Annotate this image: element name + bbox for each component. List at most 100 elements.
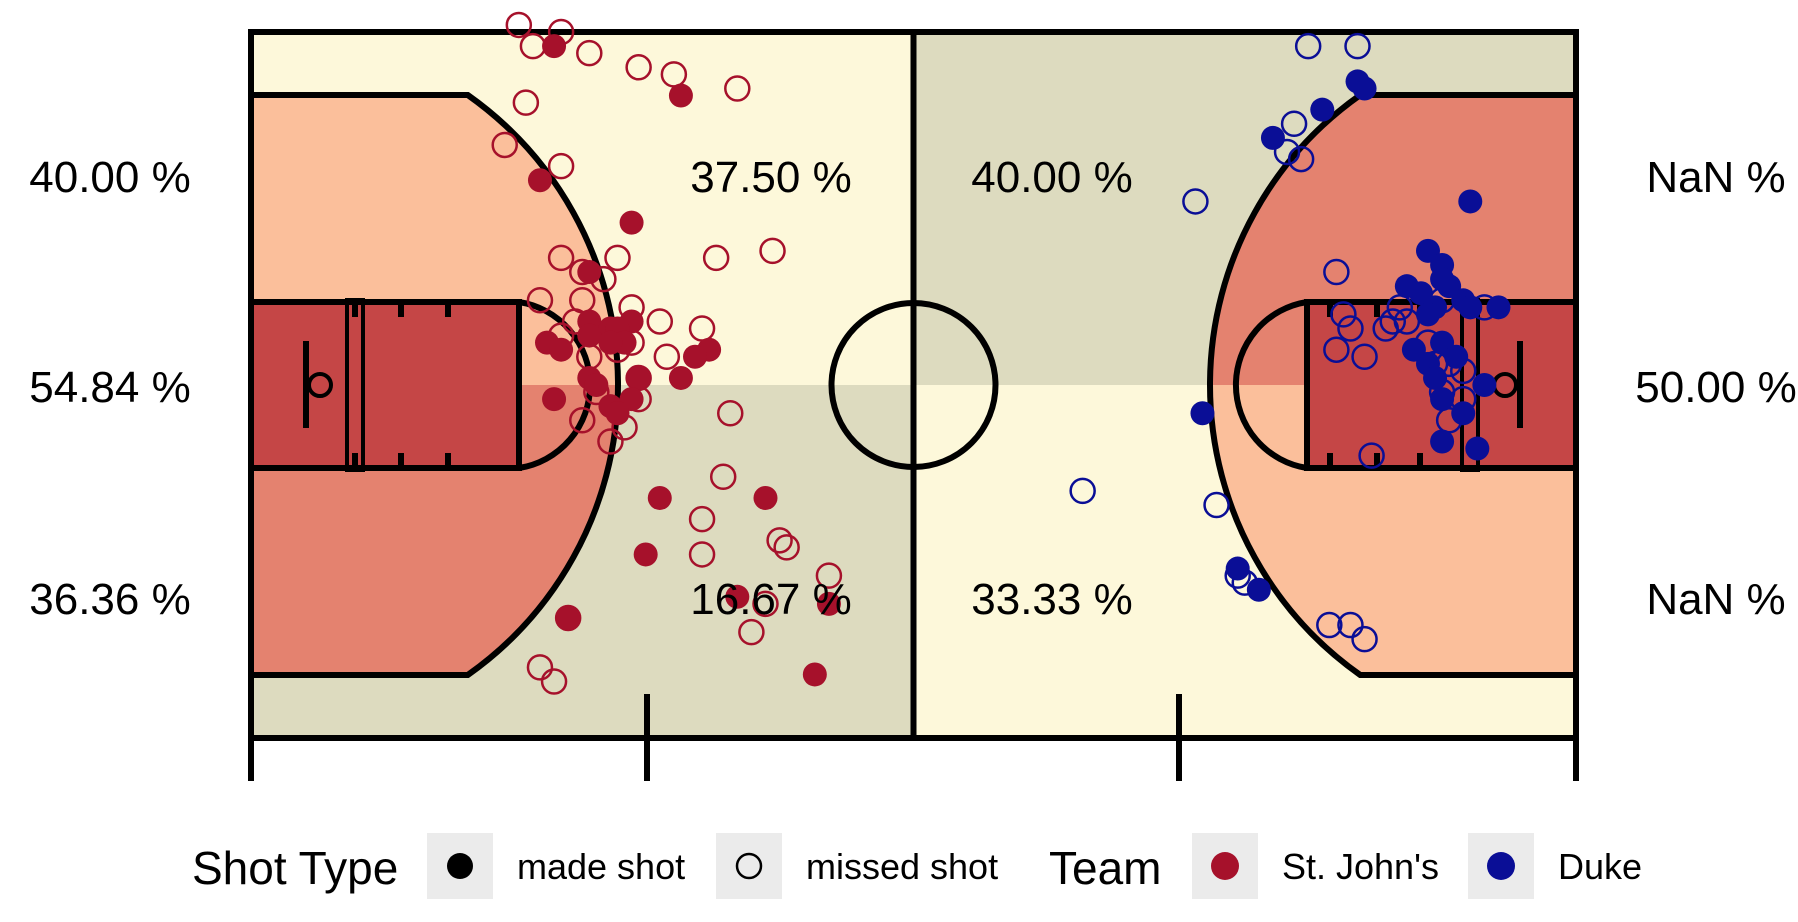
duke-made-shot-21 (1472, 373, 1497, 397)
st-johns-made-shot-25 (647, 485, 672, 510)
st-johns-made-shot-1 (668, 83, 693, 108)
right-three-point-line (1206, 92, 1576, 678)
duke-missed-shot-30 (1337, 611, 1364, 639)
legend-team-title: Team (1049, 842, 1161, 894)
duke-made-shot-15 (1486, 295, 1511, 320)
st-johns-made-shot-24 (753, 485, 778, 510)
left-bottom-mid-pct: 16.67 % (690, 575, 851, 624)
center-circle (828, 300, 999, 470)
duke-made-shot-25 (1465, 436, 1490, 461)
duke-missed-shot-12 (1330, 301, 1357, 328)
left-middle-paint-pct: 54.84 % (29, 363, 190, 412)
st-johns-missed-shot-7 (512, 89, 540, 116)
right-bottom-mid-pct: 33.33 % (971, 575, 1132, 624)
st-johns-made-shot-30 (802, 662, 827, 687)
duke-missed-shot-3 (1273, 138, 1301, 166)
legend-team2-label: Duke (1558, 846, 1642, 887)
legend-missed-key (716, 833, 782, 899)
duke-made-shot-24 (1430, 429, 1455, 454)
right-top-paint-pct: NaN % (1646, 153, 1785, 202)
st-johns-made-shot-28 (816, 591, 841, 616)
duke-made-shot-3 (1260, 125, 1285, 150)
st-johns-missed-shot-30 (717, 399, 744, 427)
duke-made-shot-28 (1246, 577, 1271, 602)
legend: Shot Type made shot missed shot Team St.… (192, 833, 1642, 899)
st-johns-missed-shot-44 (540, 668, 568, 695)
legend-shot-type-title: Shot Type (192, 842, 398, 894)
st-johns-made-shot-23 (605, 401, 630, 426)
duke-made-shot-14 (1415, 302, 1440, 327)
st-johns-made-shot-4 (577, 260, 602, 285)
left-lane-line (251, 299, 522, 471)
st-johns-missed-shot-6 (724, 75, 751, 102)
duke-made-shot-22 (1430, 387, 1455, 412)
duke-missed-shot-25 (1069, 477, 1096, 505)
duke-made-shot-23 (1451, 401, 1476, 426)
left-top-paint-pct: 40.00 % (29, 153, 190, 202)
st-johns-missed-shot-43 (526, 654, 554, 681)
st-johns-missed-shot-3 (576, 39, 603, 67)
duke-missed-shot-2 (1280, 110, 1308, 138)
left-block (345, 298, 365, 472)
duke-missed-shot-6 (1323, 258, 1350, 286)
duke-missed-shot-26 (1203, 491, 1230, 519)
st-johns-missed-shot-37 (773, 534, 800, 561)
duke-missed-shot-11 (1379, 308, 1407, 335)
left-top-mid-pct: 37.50 % (690, 153, 851, 202)
st-johns-made-shot-20 (542, 387, 567, 412)
st-johns-made-shot-27 (725, 584, 750, 609)
st-johns-missed-shot-8 (491, 131, 518, 159)
duke-missed-shot-31 (1351, 625, 1378, 653)
legend-missed-symbol (735, 852, 763, 880)
st-johns-made-shot-2 (527, 168, 552, 193)
st-johns-made-shot-26 (633, 542, 658, 567)
st-johns-missed-shot-13 (702, 244, 730, 272)
st-johns-missed-shot-4 (625, 54, 652, 81)
right-ft-upper-zone (1223, 302, 1307, 385)
duke-made-shot-17 (1444, 344, 1469, 369)
st-johns-missed-shot-42 (738, 618, 765, 646)
court-zones (251, 32, 1576, 738)
court-fill-group (251, 32, 1576, 738)
st-johns-missed-shot-0 (505, 11, 533, 39)
right-top-mid-pct: 40.00 % (971, 153, 1132, 202)
duke-made-shot-20 (1423, 365, 1448, 390)
st-johns-made-shot-9 (577, 323, 602, 348)
st-johns-made-shot-16 (668, 365, 693, 390)
left-three-point-line (251, 92, 621, 678)
left-lane-zone (251, 302, 519, 468)
zone-percent-labels: 40.00 % 37.50 % 54.84 % 36.36 % 16.67 % … (29, 153, 1796, 624)
right-ft-arc (1232, 299, 1308, 471)
right-middle-paint-pct: 50.00 % (1635, 363, 1796, 412)
st-johns-missed-shot-38 (688, 541, 716, 568)
legend-made-label: made shot (517, 846, 685, 887)
st-johns-missed-shot-40 (752, 590, 779, 618)
st-johns-missed-shot-20 (646, 308, 674, 335)
st-johns-missed-shot-34 (709, 463, 737, 491)
st-johns-missed-shot-11 (547, 244, 575, 272)
duke-made-shot-27 (1225, 556, 1250, 581)
st-johns-missed-shot-31 (569, 407, 596, 434)
st-johns-made-shot-3 (619, 210, 644, 235)
shot-points (491, 11, 1511, 695)
st-johns-made-shot-17 (626, 365, 651, 390)
left-ft-lower-zone (519, 385, 603, 468)
right-ft-lower-zone (1223, 385, 1307, 468)
st-johns-made-shot-0 (542, 34, 567, 59)
legend-team2-symbol (1487, 852, 1515, 880)
st-johns-made-shot-19 (584, 373, 609, 397)
duke-missed-shot-4 (1287, 145, 1315, 173)
st-johns-made-shot-13 (549, 337, 574, 362)
duke-missed-shot-5 (1182, 188, 1209, 215)
st-johns-missed-shot-36 (766, 527, 793, 554)
st-johns-made-shot-15 (683, 344, 708, 369)
legend-team1-symbol (1211, 852, 1239, 880)
duke-missed-shot-14 (1337, 315, 1364, 342)
st-johns-missed-shot-35 (688, 505, 716, 533)
duke-made-shot-26 (1190, 401, 1215, 426)
legend-missed-label: missed shot (806, 846, 998, 887)
duke-made-shot-2 (1310, 97, 1335, 122)
st-johns-missed-shot-33 (597, 428, 624, 455)
duke-missed-shot-20 (1351, 343, 1378, 371)
